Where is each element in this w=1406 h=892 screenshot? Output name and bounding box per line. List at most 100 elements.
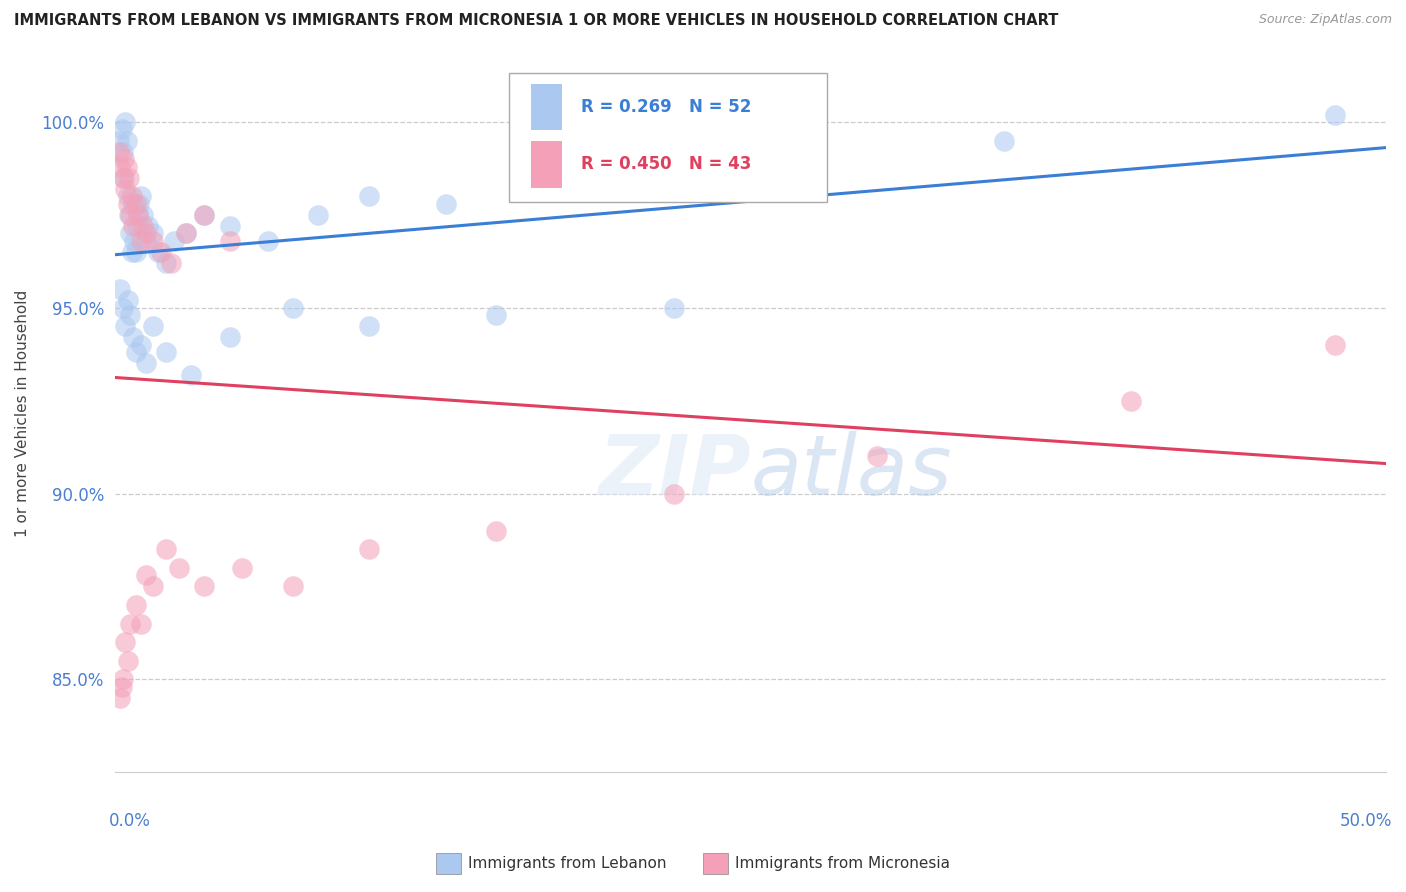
- Text: Immigrants from Lebanon: Immigrants from Lebanon: [468, 856, 666, 871]
- Point: [129, 338, 152, 352]
- Point: [135, 568, 157, 582]
- Point: [142, 579, 165, 593]
- Point: [132, 208, 155, 222]
- Point: [112, 170, 135, 185]
- Point: [108, 134, 131, 148]
- Point: [120, 208, 142, 222]
- Point: [167, 561, 190, 575]
- Text: atlas: atlas: [751, 431, 952, 511]
- Point: [110, 122, 132, 136]
- Point: [118, 208, 141, 222]
- Point: [155, 256, 177, 270]
- Point: [120, 227, 142, 241]
- Point: [193, 208, 215, 222]
- Point: [122, 196, 145, 211]
- Point: [114, 182, 136, 196]
- Point: [112, 152, 135, 166]
- Point: [111, 145, 134, 159]
- Point: [155, 542, 177, 557]
- Point: [124, 598, 146, 612]
- Point: [176, 227, 198, 241]
- Point: [231, 561, 253, 575]
- Point: [866, 450, 889, 464]
- Point: [218, 219, 240, 233]
- Text: Source: ZipAtlas.com: Source: ZipAtlas.com: [1258, 13, 1392, 27]
- Point: [124, 234, 146, 248]
- FancyBboxPatch shape: [509, 73, 827, 202]
- Point: [193, 208, 215, 222]
- Point: [122, 330, 145, 344]
- Point: [117, 293, 139, 308]
- Point: [1121, 393, 1143, 408]
- Point: [281, 579, 304, 593]
- Point: [129, 189, 152, 203]
- Point: [160, 256, 183, 270]
- Point: [281, 301, 304, 315]
- Y-axis label: 1 or more Vehicles in Household: 1 or more Vehicles in Household: [15, 290, 30, 537]
- Point: [124, 345, 146, 359]
- Point: [120, 616, 142, 631]
- Point: [359, 542, 381, 557]
- Point: [122, 219, 145, 233]
- Point: [135, 227, 157, 241]
- Point: [117, 654, 139, 668]
- Point: [149, 245, 172, 260]
- Point: [485, 308, 508, 322]
- Point: [110, 160, 132, 174]
- Point: [136, 219, 159, 233]
- Point: [135, 234, 157, 248]
- Point: [114, 635, 136, 649]
- Point: [148, 245, 170, 260]
- Point: [110, 282, 132, 296]
- Point: [180, 368, 202, 382]
- Point: [993, 134, 1015, 148]
- Point: [111, 301, 134, 315]
- Point: [155, 345, 177, 359]
- Point: [127, 208, 149, 222]
- Point: [359, 319, 381, 334]
- Point: [142, 234, 165, 248]
- Point: [359, 189, 381, 203]
- Point: [129, 234, 152, 248]
- Point: [561, 170, 583, 185]
- Point: [121, 189, 143, 203]
- Point: [1323, 107, 1346, 121]
- Point: [129, 616, 152, 631]
- Point: [434, 196, 457, 211]
- Point: [114, 319, 136, 334]
- Point: [1323, 338, 1346, 352]
- Point: [740, 152, 762, 166]
- Point: [176, 227, 198, 241]
- Point: [118, 170, 141, 185]
- Point: [127, 208, 149, 222]
- Point: [115, 160, 138, 174]
- Point: [108, 145, 131, 159]
- Text: ZIP: ZIP: [598, 431, 751, 511]
- Point: [111, 673, 134, 687]
- Point: [142, 319, 165, 334]
- Point: [114, 115, 136, 129]
- Bar: [530, 84, 562, 130]
- Point: [132, 219, 155, 233]
- Point: [308, 208, 330, 222]
- Point: [124, 245, 146, 260]
- Point: [117, 196, 139, 211]
- Point: [218, 330, 240, 344]
- Point: [256, 234, 278, 248]
- Text: 0.0%: 0.0%: [108, 812, 150, 830]
- Point: [121, 245, 143, 260]
- Point: [163, 234, 186, 248]
- Point: [125, 219, 148, 233]
- Point: [111, 170, 134, 185]
- Text: R = 0.269   N = 52: R = 0.269 N = 52: [582, 98, 752, 116]
- Point: [142, 227, 165, 241]
- Point: [218, 234, 240, 248]
- Point: [110, 690, 132, 705]
- Text: Immigrants from Micronesia: Immigrants from Micronesia: [735, 856, 950, 871]
- Text: R = 0.450   N = 43: R = 0.450 N = 43: [582, 155, 752, 173]
- Text: IMMIGRANTS FROM LEBANON VS IMMIGRANTS FROM MICRONESIA 1 OR MORE VEHICLES IN HOUS: IMMIGRANTS FROM LEBANON VS IMMIGRANTS FR…: [14, 13, 1059, 29]
- Bar: [530, 141, 562, 188]
- Point: [117, 189, 139, 203]
- Point: [124, 196, 146, 211]
- Point: [662, 301, 685, 315]
